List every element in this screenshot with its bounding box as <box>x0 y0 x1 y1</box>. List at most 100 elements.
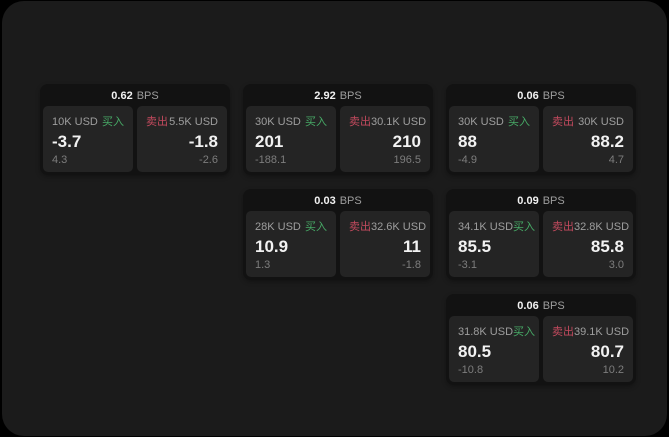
bps-value: 0.06 <box>517 90 539 102</box>
card-body: 30K USD 买入 201 -188.1 卖出 30.1K USD 210 1… <box>246 106 430 172</box>
bps-unit-label: BPS <box>542 90 565 102</box>
card-body: 31.8K USD 买入 80.5 -10.8 卖出 39.1K USD 80.… <box>449 316 633 382</box>
buy-price: -3.7 <box>52 132 82 151</box>
sell-sub-value: 4.7 <box>608 154 624 166</box>
buy-label: 买入 <box>508 116 530 128</box>
bps-unit-label: BPS <box>542 300 565 312</box>
sell-label: 卖出 <box>146 116 168 128</box>
sell-panel-top: 卖出 39.1K USD <box>552 323 629 339</box>
sell-panel[interactable]: 卖出 30K USD 88.2 4.7 <box>543 106 633 172</box>
buy-amount: 31.8K USD <box>458 326 514 338</box>
buy-amount: 34.1K USD <box>458 221 514 233</box>
sell-label: 卖出 <box>552 326 574 338</box>
sell-amount: 39.1K USD <box>574 326 630 338</box>
quote-card: 0.06 BPS 31.8K USD 买入 80.5 -10.8 卖出 39.1… <box>446 294 636 385</box>
sell-sub-value: 10.2 <box>602 364 624 376</box>
sell-amount: 32.6K USD <box>371 221 427 233</box>
buy-sub-value: -10.8 <box>458 364 484 376</box>
bps-unit-label: BPS <box>136 90 159 102</box>
card-header: 0.62 BPS <box>43 87 227 106</box>
sell-panel-top: 卖出 32.8K USD <box>552 218 629 234</box>
card-body: 34.1K USD 买入 85.5 -3.1 卖出 32.8K USD 85.8… <box>449 211 633 277</box>
sell-price: 88.2 <box>590 132 624 151</box>
card-body: 10K USD 买入 -3.7 4.3 卖出 5.5K USD -1.8 -2.… <box>43 106 227 172</box>
card-header: 0.06 BPS <box>449 87 633 106</box>
sell-price: 80.7 <box>590 342 624 361</box>
buy-sub-value: -4.9 <box>458 154 477 166</box>
sell-amount: 30K USD <box>578 116 624 128</box>
sell-price: 210 <box>392 132 421 151</box>
sell-panel[interactable]: 卖出 30.1K USD 210 196.5 <box>340 106 430 172</box>
sell-panel[interactable]: 卖出 39.1K USD 80.7 10.2 <box>543 316 633 382</box>
card-header: 0.09 BPS <box>449 192 633 211</box>
sell-sub-value: -1.8 <box>402 259 421 271</box>
sell-panel-top: 卖出 30.1K USD <box>349 113 426 129</box>
sell-panel-top: 卖出 5.5K USD <box>146 113 218 129</box>
sell-amount: 5.5K USD <box>169 116 218 128</box>
buy-panel-top: 31.8K USD 买入 <box>458 323 535 339</box>
buy-price: 80.5 <box>458 342 492 361</box>
buy-sub-value: -3.1 <box>458 259 477 271</box>
buy-panel[interactable]: 30K USD 买入 201 -188.1 <box>246 106 336 172</box>
buy-panel-top: 30K USD 买入 <box>458 113 530 129</box>
buy-panel-top: 10K USD 买入 <box>52 113 124 129</box>
buy-panel-top: 34.1K USD 买入 <box>458 218 535 234</box>
buy-price: 201 <box>255 132 284 151</box>
buy-panel[interactable]: 30K USD 买入 88 -4.9 <box>449 106 539 172</box>
bps-value: 0.62 <box>111 90 133 102</box>
buy-label: 买入 <box>305 116 327 128</box>
buy-panel[interactable]: 34.1K USD 买入 85.5 -3.1 <box>449 211 539 277</box>
sell-label: 卖出 <box>349 116 371 128</box>
sell-sub-value: 196.5 <box>393 154 421 166</box>
buy-label: 买入 <box>102 116 124 128</box>
sell-panel-top: 卖出 32.6K USD <box>349 218 426 234</box>
buy-price: 10.9 <box>255 237 289 256</box>
buy-label: 买入 <box>305 221 327 233</box>
sell-label: 卖出 <box>349 221 371 233</box>
bps-value: 0.09 <box>517 195 539 207</box>
sell-panel[interactable]: 卖出 32.6K USD 11 -1.8 <box>340 211 430 277</box>
bps-unit-label: BPS <box>339 90 362 102</box>
bps-unit-label: BPS <box>542 195 565 207</box>
buy-panel-top: 28K USD 买入 <box>255 218 327 234</box>
buy-amount: 28K USD <box>255 221 301 233</box>
sell-label: 卖出 <box>552 116 574 128</box>
quote-card: 0.03 BPS 28K USD 买入 10.9 1.3 卖出 32.6K US… <box>243 189 433 280</box>
sell-price: 85.8 <box>590 237 624 256</box>
buy-panel[interactable]: 10K USD 买入 -3.7 4.3 <box>43 106 133 172</box>
buy-label: 买入 <box>513 221 536 233</box>
bps-value: 0.03 <box>314 195 336 207</box>
quote-card: 0.06 BPS 30K USD 买入 88 -4.9 卖出 30K USD 8… <box>446 84 636 175</box>
bps-unit-label: BPS <box>339 195 362 207</box>
cards-grid: 0.62 BPS 10K USD 买入 -3.7 4.3 卖出 5.5K USD… <box>40 84 636 385</box>
buy-sub-value: 4.3 <box>52 154 68 166</box>
buy-price: 88 <box>458 132 477 151</box>
sell-label: 卖出 <box>552 221 574 233</box>
card-body: 30K USD 买入 88 -4.9 卖出 30K USD 88.2 4.7 <box>449 106 633 172</box>
buy-amount: 30K USD <box>255 116 301 128</box>
quote-card: 2.92 BPS 30K USD 买入 201 -188.1 卖出 30.1K … <box>243 84 433 175</box>
sell-panel-top: 卖出 30K USD <box>552 113 624 129</box>
sell-price: -1.8 <box>188 132 218 151</box>
card-body: 28K USD 买入 10.9 1.3 卖出 32.6K USD 11 -1.8 <box>246 211 430 277</box>
sell-sub-value: -2.6 <box>199 154 218 166</box>
buy-amount: 10K USD <box>52 116 98 128</box>
sell-panel[interactable]: 卖出 32.8K USD 85.8 3.0 <box>543 211 633 277</box>
sell-amount: 30.1K USD <box>371 116 427 128</box>
quote-card: 0.62 BPS 10K USD 买入 -3.7 4.3 卖出 5.5K USD… <box>40 84 230 175</box>
bps-value: 2.92 <box>314 90 336 102</box>
sell-price: 11 <box>403 237 421 256</box>
buy-panel-top: 30K USD 买入 <box>255 113 327 129</box>
buy-panel[interactable]: 31.8K USD 买入 80.5 -10.8 <box>449 316 539 382</box>
buy-panel[interactable]: 28K USD 买入 10.9 1.3 <box>246 211 336 277</box>
sell-panel[interactable]: 卖出 5.5K USD -1.8 -2.6 <box>137 106 227 172</box>
sell-amount: 32.8K USD <box>574 221 630 233</box>
sell-sub-value: 3.0 <box>608 259 624 271</box>
quote-card: 0.09 BPS 34.1K USD 买入 85.5 -3.1 卖出 32.8K… <box>446 189 636 280</box>
card-header: 0.06 BPS <box>449 297 633 316</box>
buy-price: 85.5 <box>458 237 492 256</box>
card-header: 2.92 BPS <box>246 87 430 106</box>
buy-label: 买入 <box>513 326 536 338</box>
